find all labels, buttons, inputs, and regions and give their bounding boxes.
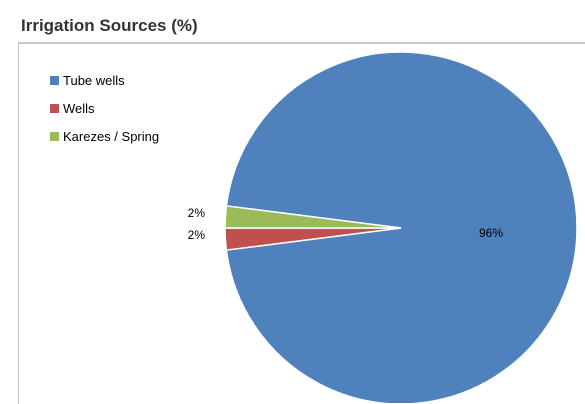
legend-label-tube-wells: Tube wells <box>63 72 125 88</box>
pie-slice-tube-wells <box>225 51 578 403</box>
legend-label-wells: Wells <box>63 100 95 116</box>
data-label-tube-wells: 96% <box>479 226 503 240</box>
data-label-wells: 2% <box>188 228 206 242</box>
legend-label-karezes-spring: Karezes / Spring <box>63 128 160 144</box>
legend-swatch-wells <box>50 103 59 113</box>
data-label-karezes-spring: 2% <box>188 206 206 220</box>
chart-frame <box>18 44 585 404</box>
legend-item-wells: Wells <box>50 94 159 122</box>
legend: Tube wells Wells Karezes / Spring <box>50 66 159 150</box>
chart-title: Irrigation Sources (%) <box>21 16 198 35</box>
legend-swatch-karezes-spring <box>50 131 59 141</box>
legend-item-karezes-spring: Karezes / Spring <box>50 122 159 150</box>
legend-item-tube-wells: Tube wells <box>50 66 159 94</box>
legend-swatch-tube-wells <box>50 75 59 85</box>
pie-slice-karezes-spring <box>224 205 402 229</box>
title-divider <box>18 42 585 44</box>
